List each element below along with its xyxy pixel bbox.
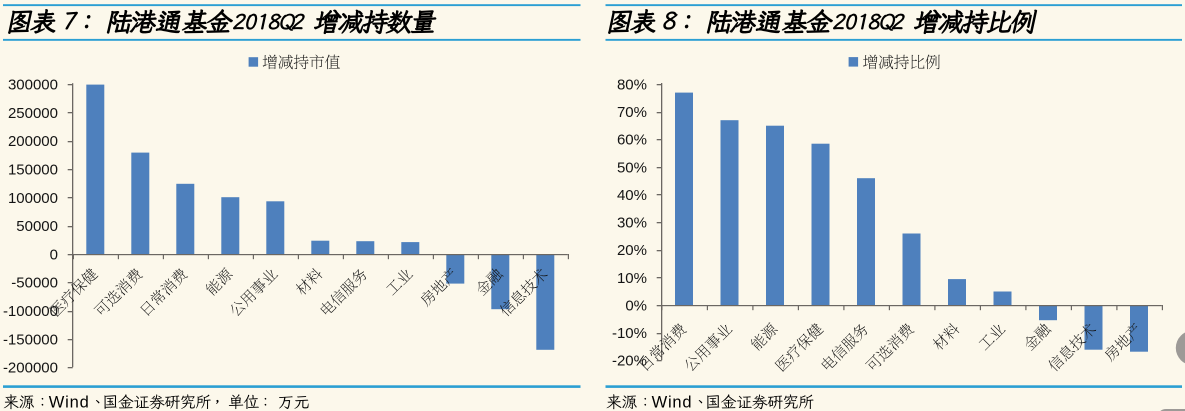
svg-text:Wind: Wind <box>49 394 90 411</box>
svg-text:250000: 250000 <box>8 105 58 122</box>
svg-text:80%: 80% <box>617 76 647 93</box>
svg-text:-10%: -10% <box>612 325 647 342</box>
svg-text:50%: 50% <box>617 159 647 176</box>
svg-text:-200000: -200000 <box>3 360 58 377</box>
svg-text:50000: 50000 <box>16 218 58 235</box>
svg-text:300000: 300000 <box>8 77 58 94</box>
svg-text:40%: 40% <box>617 187 647 204</box>
svg-text:10%: 10% <box>617 270 647 287</box>
svg-text:0: 0 <box>50 246 58 263</box>
svg-text:0%: 0% <box>625 297 647 314</box>
svg-text:60%: 60% <box>617 132 647 149</box>
svg-text:70%: 70% <box>617 104 647 121</box>
svg-text:-150000: -150000 <box>3 331 58 348</box>
svg-text:200000: 200000 <box>8 133 58 150</box>
svg-text:100000: 100000 <box>8 190 58 207</box>
svg-text:-50000: -50000 <box>11 275 58 292</box>
svg-text:-100000: -100000 <box>3 303 58 320</box>
svg-text:20%: 20% <box>617 242 647 259</box>
svg-text:150000: 150000 <box>8 162 58 179</box>
svg-text:30%: 30% <box>617 215 647 232</box>
svg-text:-20%: -20% <box>612 353 647 370</box>
svg-text:Wind: Wind <box>652 394 693 411</box>
